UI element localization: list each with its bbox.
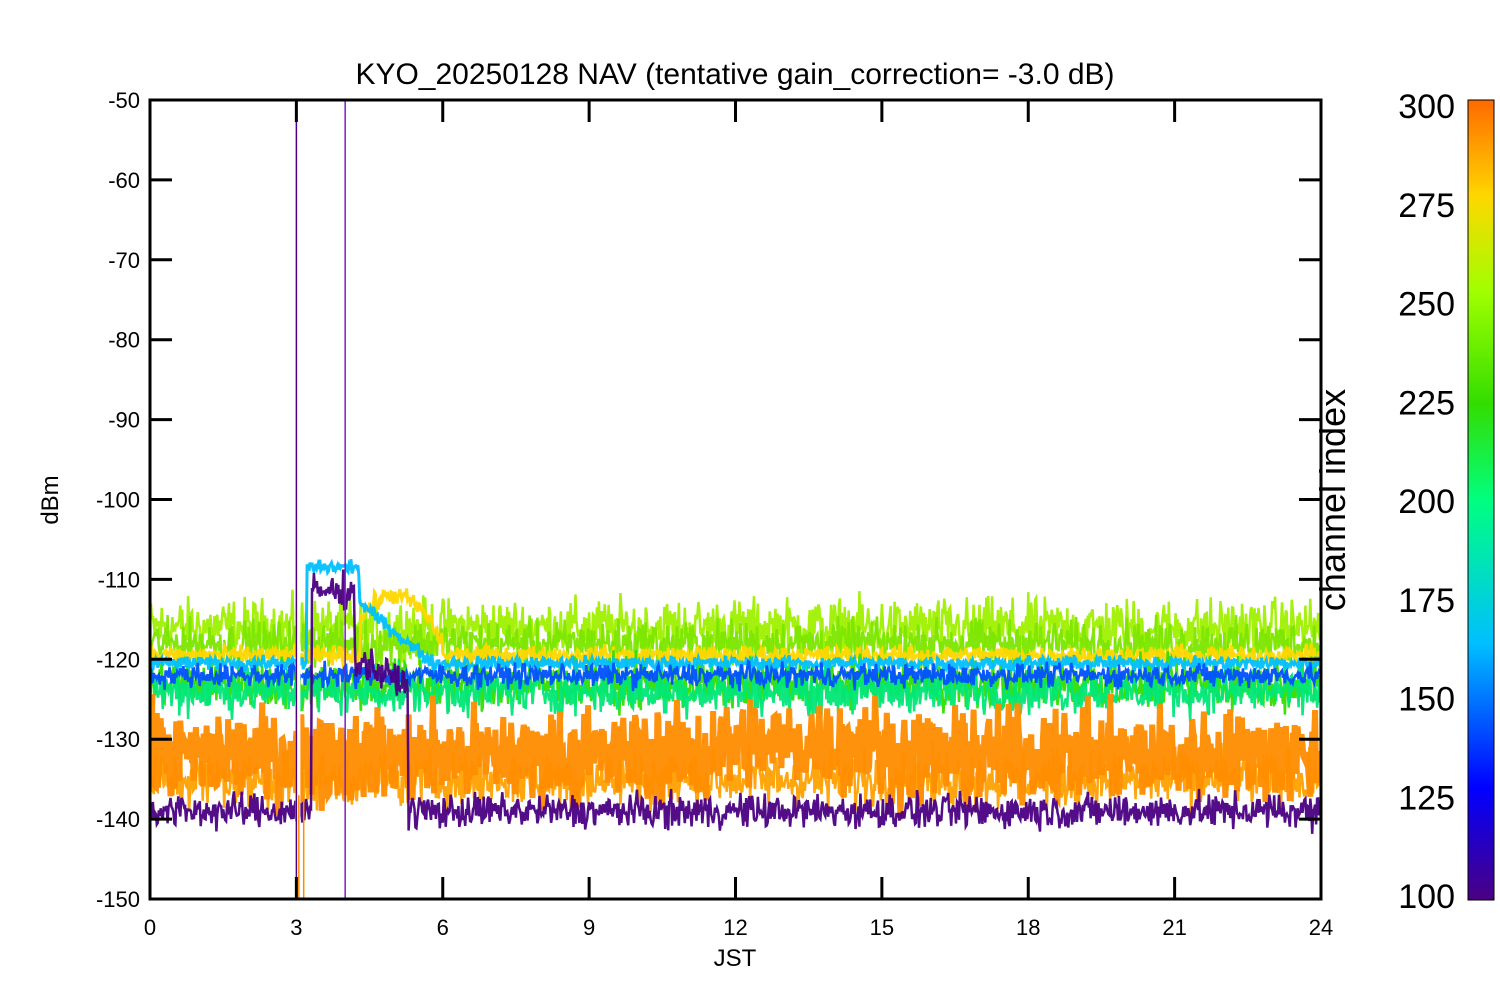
y-axis-label: dBm — [37, 475, 64, 524]
x-axis-label: JST — [714, 945, 757, 972]
series-line-ch300 — [150, 693, 1321, 818]
y-tick-label: -70 — [108, 248, 140, 273]
data-gap — [295, 100, 301, 899]
x-tick-label: 3 — [290, 915, 302, 940]
colorbar-tick-label: 300 — [1398, 88, 1455, 126]
x-tick-label: 21 — [1162, 915, 1186, 940]
x-tick-label: 18 — [1016, 915, 1040, 940]
x-axis: 0 3 6 9 12 15 18 21 24 — [144, 100, 1333, 940]
y-tick-label: -100 — [96, 488, 140, 513]
colorbar-tick-label: 100 — [1398, 878, 1455, 916]
colorbar-tick-label: 200 — [1398, 483, 1455, 521]
y-tick-label: -90 — [108, 408, 140, 433]
x-tick-label: 24 — [1309, 915, 1333, 940]
plot-area — [150, 100, 1321, 899]
colorbar-tick-label: 250 — [1398, 286, 1455, 324]
colorbar-tick-label: 175 — [1398, 582, 1455, 620]
colorbar-tick-label: 275 — [1398, 187, 1455, 225]
y-tick-label: -60 — [108, 168, 140, 193]
x-tick-label: 0 — [144, 915, 156, 940]
y-tick-label: -120 — [96, 647, 140, 672]
colorbar-ticks: 300 275 250 225 200 175 150 125 100 — [1398, 88, 1455, 916]
x-tick-label: 15 — [870, 915, 894, 940]
chart-title: KYO_20250128 NAV (tentative gain_correct… — [355, 58, 1114, 91]
colorbar-tick-label: 225 — [1398, 384, 1455, 422]
y-tick-label: -140 — [96, 807, 140, 832]
colorbar-tick-label: 125 — [1398, 779, 1455, 817]
x-tick-label: 9 — [583, 915, 595, 940]
y-tick-label: -80 — [108, 328, 140, 353]
y-tick-label: -150 — [96, 887, 140, 912]
y-tick-label: -110 — [98, 567, 140, 592]
x-tick-label: 6 — [437, 915, 449, 940]
x-tick-label: 12 — [723, 915, 747, 940]
colorbar — [1467, 99, 1495, 901]
y-tick-label: -50 — [108, 88, 140, 113]
y-tick-label: -130 — [96, 727, 140, 752]
colorbar-label: channel index — [1312, 389, 1353, 611]
y-axis: -50 -60 -70 -80 -90 -100 -110 -120 -130 -140 -150 — [96, 88, 1321, 912]
colorbar-tick-label: 150 — [1398, 681, 1455, 719]
